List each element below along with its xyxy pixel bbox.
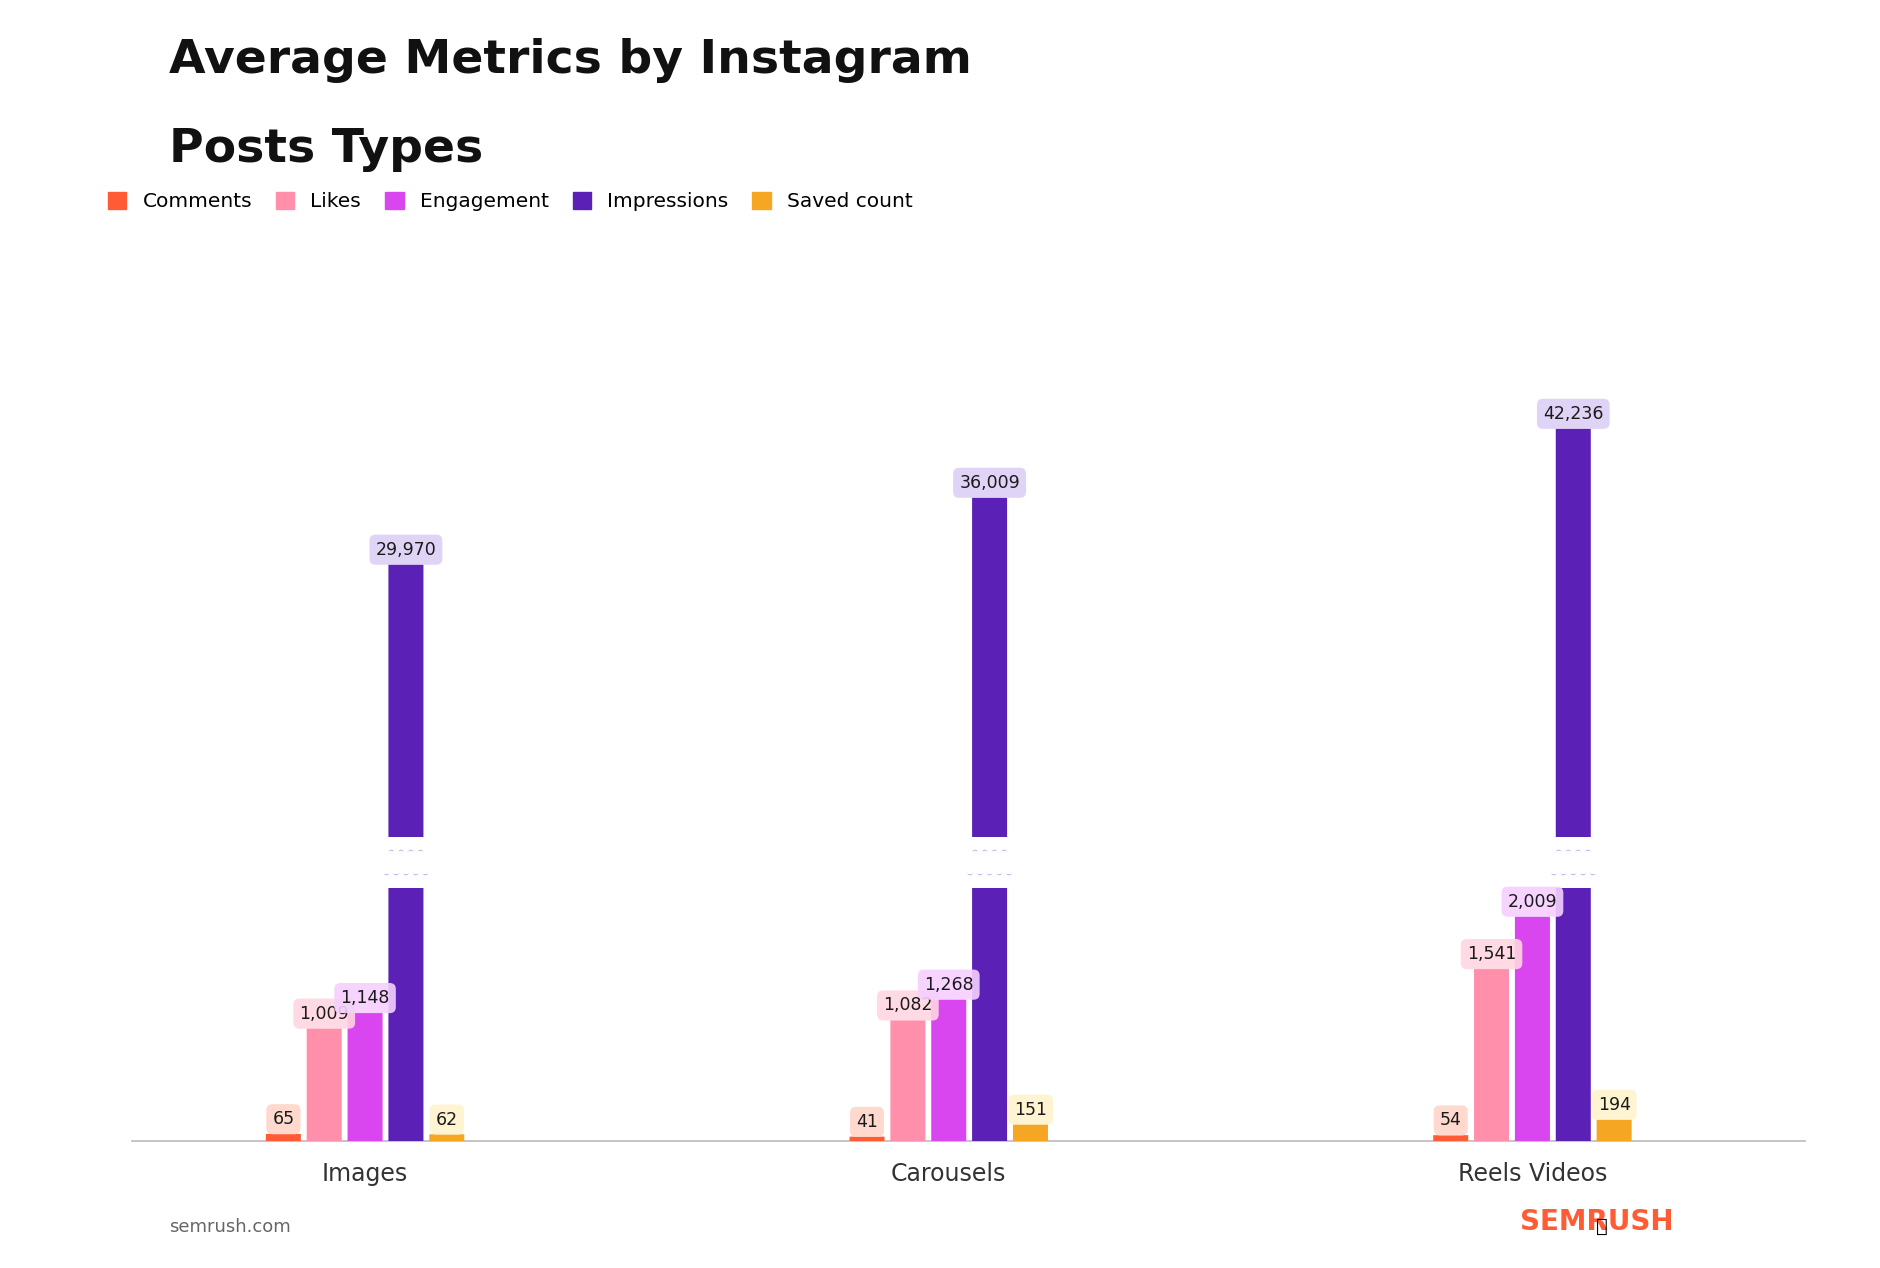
Text: 1,082: 1,082: [884, 997, 932, 1014]
FancyBboxPatch shape: [387, 837, 425, 888]
Text: semrush.com: semrush.com: [169, 1219, 291, 1236]
Text: 54: 54: [1440, 1112, 1461, 1130]
FancyBboxPatch shape: [891, 1021, 925, 1141]
Text: 151: 151: [1013, 1101, 1047, 1118]
FancyBboxPatch shape: [1433, 1135, 1468, 1141]
Text: 41: 41: [855, 1113, 878, 1131]
Text: Average Metrics by Instagram: Average Metrics by Instagram: [169, 38, 972, 82]
FancyBboxPatch shape: [306, 1028, 342, 1141]
FancyBboxPatch shape: [972, 497, 1008, 1141]
Text: 65: 65: [273, 1111, 295, 1129]
Text: 2,009: 2,009: [1508, 893, 1557, 910]
Text: 36,009: 36,009: [959, 474, 1021, 492]
FancyBboxPatch shape: [389, 564, 423, 1141]
Text: 194: 194: [1598, 1096, 1630, 1113]
FancyBboxPatch shape: [1555, 837, 1592, 888]
FancyBboxPatch shape: [1596, 1120, 1632, 1141]
FancyBboxPatch shape: [348, 1013, 384, 1141]
FancyBboxPatch shape: [931, 999, 966, 1141]
Text: 1,148: 1,148: [340, 989, 389, 1007]
Text: 1,541: 1,541: [1466, 945, 1517, 964]
FancyBboxPatch shape: [1557, 429, 1590, 1141]
Text: 42,236: 42,236: [1543, 404, 1604, 422]
FancyBboxPatch shape: [429, 1135, 464, 1141]
FancyBboxPatch shape: [850, 1136, 885, 1141]
FancyBboxPatch shape: [265, 1134, 301, 1141]
FancyBboxPatch shape: [1474, 969, 1510, 1141]
FancyBboxPatch shape: [1013, 1125, 1047, 1141]
Text: Posts Types: Posts Types: [169, 127, 483, 171]
Text: 62: 62: [436, 1111, 459, 1129]
Text: 1,009: 1,009: [299, 1004, 350, 1022]
Text: 1,268: 1,268: [923, 975, 974, 994]
Text: 29,970: 29,970: [376, 540, 436, 559]
FancyBboxPatch shape: [970, 837, 1010, 888]
Legend: Comments, Likes, Engagement, Impressions, Saved count: Comments, Likes, Engagement, Impressions…: [109, 193, 912, 212]
FancyBboxPatch shape: [1515, 917, 1549, 1141]
Text: 🔥: 🔥: [1596, 1217, 1607, 1236]
Text: SEMRUSH: SEMRUSH: [1519, 1208, 1673, 1236]
